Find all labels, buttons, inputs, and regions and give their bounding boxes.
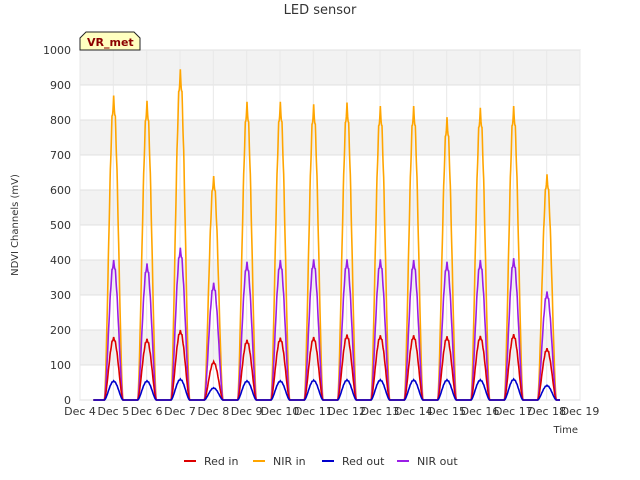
x-tick-label: Dec 8 [197,405,229,418]
y-tick-label: 800 [50,114,71,127]
x-tick-label: Dec 7 [164,405,196,418]
x-tick-label: Dec 15 [427,405,466,418]
x-axis-title: Time [553,425,578,436]
x-tick-label: Dec 11 [294,405,333,418]
background-band [80,330,580,365]
x-tick-label: Dec 17 [494,405,533,418]
y-tick-label: 200 [50,324,71,337]
background-band [80,120,580,155]
background-band [80,50,580,85]
x-tick-label: Dec 10 [261,405,300,418]
legend-label: NIR in [273,455,306,468]
y-tick-label: 900 [50,79,71,92]
plot-background-bands [80,50,580,365]
background-band [80,260,580,295]
x-tick-label: Dec 18 [527,405,566,418]
y-tick-label: 700 [50,149,71,162]
legend-item: Red in [184,455,238,468]
x-tick-label: Dec 19 [561,405,600,418]
series-lines [93,69,560,401]
x-tick-label: Dec 9 [231,405,263,418]
series-line-red-out [93,377,560,401]
badge-label: VR_met [87,36,134,49]
x-tick-label: Dec 4 [64,405,96,418]
x-tick-label: Dec 6 [131,405,163,418]
site-badge: VR_met [79,31,141,51]
y-tick-label: 300 [50,289,71,302]
y-tick-label: 600 [50,184,71,197]
x-tick-label: Dec 16 [461,405,500,418]
x-tick-label: Dec 14 [394,405,433,418]
legend-label: NIR out [417,455,458,468]
y-tick-label: 0 [64,394,71,407]
background-band [80,190,580,225]
badge-shape [79,31,141,51]
x-tick-label: Dec 13 [361,405,400,418]
y-tick-label: 400 [50,254,71,267]
legend-item: NIR out [397,455,458,468]
y-tick-label: 100 [50,359,71,372]
legend: Red in NIR in Red out NIR out [184,455,458,468]
y-tick-label: 1000 [43,44,71,57]
x-tick-label: Dec 12 [327,405,366,418]
legend-item: NIR in [253,455,306,468]
y-axis-title: NDVI Channels (mV) [10,174,21,276]
legend-label: Red out [342,455,385,468]
y-tick-label: 500 [50,219,71,232]
y-axis-ticks: 0 100 200 300 400 500 600 700 800 900 1000 [43,44,71,407]
legend-label: Red in [204,455,238,468]
x-tick-label: Dec 5 [97,405,129,418]
legend-item: Red out [322,455,385,468]
chart-title: LED sensor [284,3,357,18]
